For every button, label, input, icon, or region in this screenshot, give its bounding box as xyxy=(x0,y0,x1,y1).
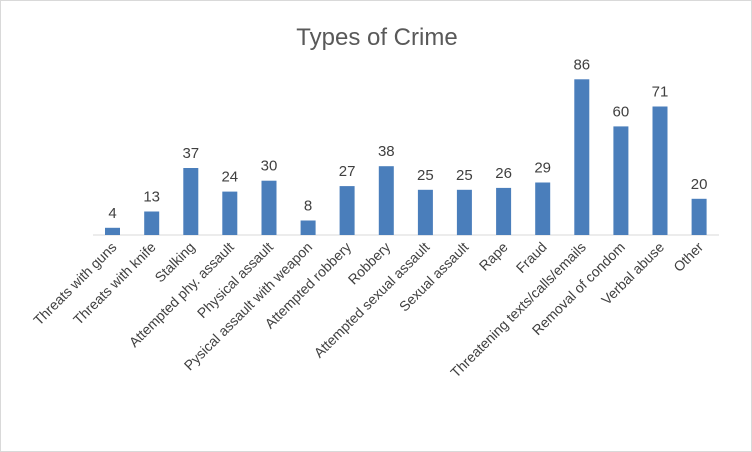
data-label: 13 xyxy=(143,189,160,206)
data-label: 25 xyxy=(417,167,434,184)
data-label: 27 xyxy=(339,163,356,180)
bar xyxy=(574,79,590,235)
data-label: 38 xyxy=(378,143,395,160)
bar xyxy=(613,126,629,235)
data-label: 86 xyxy=(573,56,590,73)
data-label: 30 xyxy=(261,158,278,175)
data-label: 29 xyxy=(534,160,551,177)
bar xyxy=(378,166,394,235)
data-label: 20 xyxy=(691,176,708,193)
bar xyxy=(300,220,316,235)
data-label: 25 xyxy=(456,167,473,184)
data-label: 24 xyxy=(221,169,238,186)
bar xyxy=(535,182,551,235)
data-label: 71 xyxy=(652,84,669,101)
bar xyxy=(456,189,472,236)
bar xyxy=(222,191,238,235)
bar xyxy=(105,227,120,235)
bar xyxy=(417,189,433,236)
data-label: 37 xyxy=(182,145,199,162)
bar xyxy=(183,168,199,235)
x-tick-label: Rape xyxy=(476,239,511,274)
bar xyxy=(691,198,707,235)
data-label: 8 xyxy=(304,198,312,215)
data-label: 60 xyxy=(613,103,630,120)
x-tick-label: Sexual assault xyxy=(396,239,472,315)
bar xyxy=(144,211,160,235)
data-label: 26 xyxy=(495,165,512,182)
bar xyxy=(496,187,512,235)
bar xyxy=(652,106,668,235)
bar xyxy=(339,186,355,235)
chart-title: Types of Crime xyxy=(296,24,457,51)
data-label: 4 xyxy=(108,205,116,222)
x-tick-label: Fraud xyxy=(513,239,550,276)
bar xyxy=(261,180,277,235)
x-tick-label: Other xyxy=(670,239,706,275)
